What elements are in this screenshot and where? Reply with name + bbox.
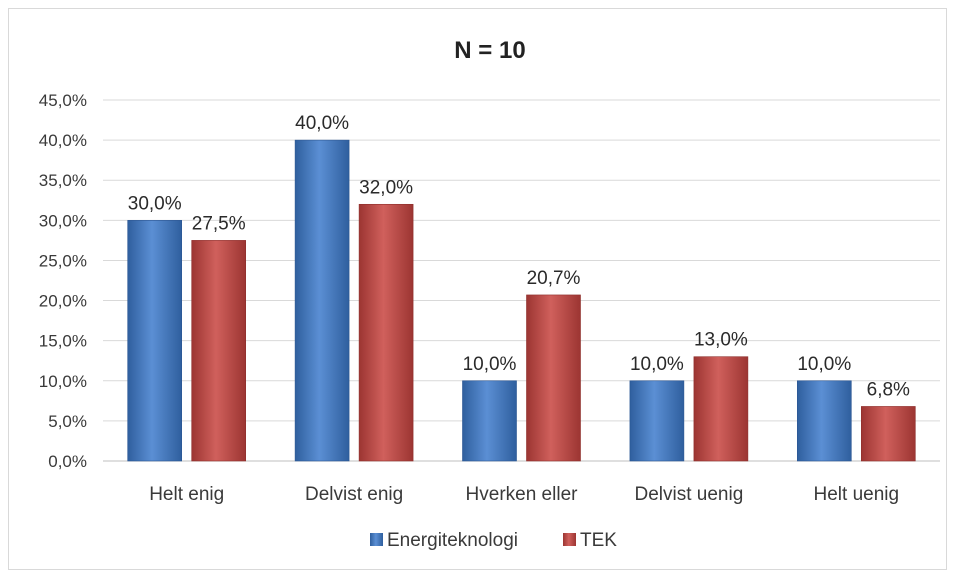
data-label: 20,7% bbox=[527, 268, 581, 289]
data-label: 6,8% bbox=[867, 379, 910, 400]
bar-tek bbox=[191, 240, 246, 462]
bar-energiteknologi bbox=[796, 380, 852, 462]
y-tick-label: 5,0% bbox=[48, 412, 87, 431]
legend-label: Energiteknologi bbox=[387, 530, 518, 551]
chart-title: N = 10 bbox=[454, 37, 525, 64]
bar-energiteknologi bbox=[462, 380, 517, 462]
bar-energiteknologi bbox=[127, 220, 182, 462]
y-tick-label: 30,0% bbox=[39, 211, 87, 230]
legend-swatch-tek bbox=[563, 533, 576, 546]
legend-label: TEK bbox=[580, 530, 617, 551]
data-label: 10,0% bbox=[797, 354, 851, 375]
data-label: 10,0% bbox=[630, 354, 684, 375]
y-tick-label: 25,0% bbox=[39, 251, 87, 270]
legend-swatch-energiteknologi bbox=[370, 533, 383, 546]
data-label: 10,0% bbox=[463, 354, 517, 375]
data-label: 30,0% bbox=[128, 193, 182, 214]
y-tick-label: 20,0% bbox=[39, 292, 87, 311]
y-tick-label: 45,0% bbox=[39, 91, 87, 110]
y-tick-label: 35,0% bbox=[39, 171, 87, 190]
y-tick-label: 40,0% bbox=[39, 131, 87, 150]
bar-tek bbox=[358, 203, 414, 462]
data-label: 13,0% bbox=[694, 330, 748, 351]
bar-energiteknologi bbox=[294, 139, 350, 462]
bar-tek bbox=[526, 294, 581, 462]
y-tick-label: 15,0% bbox=[39, 332, 87, 351]
x-category-label: Hverken eller bbox=[466, 484, 579, 505]
data-label: 27,5% bbox=[192, 213, 246, 234]
y-tick-label: 0,0% bbox=[48, 452, 87, 471]
bar-tek bbox=[693, 356, 749, 462]
x-category-label: Delvist uenig bbox=[635, 484, 744, 505]
x-category-label: Delvist enig bbox=[305, 484, 403, 505]
x-category-label: Helt enig bbox=[149, 484, 224, 505]
bar-tek bbox=[860, 406, 916, 462]
y-tick-label: 10,0% bbox=[39, 372, 87, 391]
bar-energiteknologi bbox=[629, 380, 685, 462]
data-label: 32,0% bbox=[359, 177, 413, 198]
data-label: 40,0% bbox=[295, 113, 349, 134]
x-category-label: Helt uenig bbox=[814, 484, 900, 505]
